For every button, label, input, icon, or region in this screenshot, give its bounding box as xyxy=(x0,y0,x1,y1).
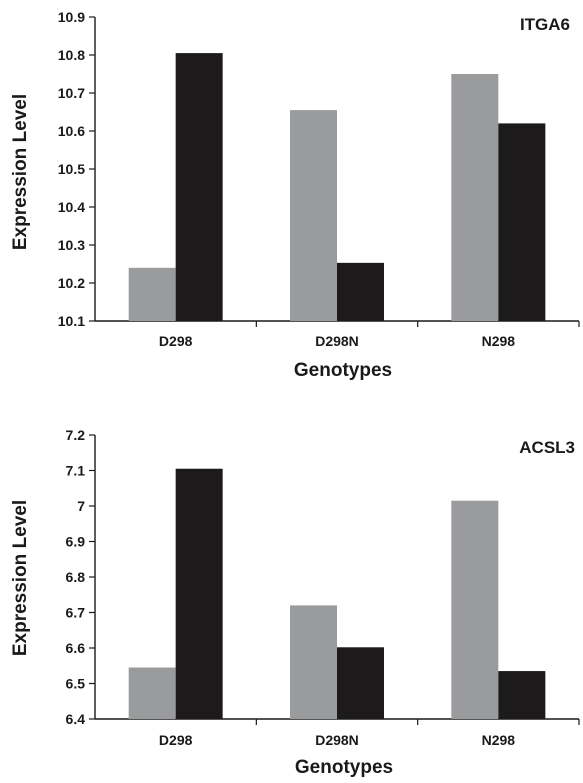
bar-series-a-n298 xyxy=(451,500,499,719)
y-tick-label: 10.1 xyxy=(58,313,85,329)
bar-series-b-n298 xyxy=(498,123,546,322)
x-tick-label: N298 xyxy=(482,333,516,349)
y-tick-label: 10.9 xyxy=(58,9,85,25)
y-axis-title: Expression Level xyxy=(10,94,31,250)
bar-series-b-n298 xyxy=(498,671,546,719)
y-tick-label: 7.2 xyxy=(66,427,86,443)
y-tick-label: 10.4 xyxy=(58,199,85,215)
y-tick-label: 10.3 xyxy=(58,237,85,253)
y-tick-label: 10.7 xyxy=(58,85,85,101)
x-axis-title: Genotypes xyxy=(295,757,393,778)
y-tick-label: 6.7 xyxy=(66,605,86,621)
y-axis-title: Expression Level xyxy=(10,500,31,656)
x-tick-label: D298 xyxy=(159,732,193,748)
chart-title: ACSL3 xyxy=(519,438,575,457)
bar-series-a-n298 xyxy=(451,74,499,321)
y-tick-label: 6.5 xyxy=(66,676,86,692)
chart-title: ITGA6 xyxy=(520,15,570,34)
bar-series-b-d298n xyxy=(337,262,384,321)
y-tick-label: 6.8 xyxy=(66,569,86,585)
y-tick-label: 10.6 xyxy=(58,123,85,139)
acsl3-chart-panel: ACSL3 Expression Level Genotypes 6.4 6.5 6… xyxy=(10,427,580,778)
bar-series-b-d298n xyxy=(337,647,384,719)
y-tick-label: 6.9 xyxy=(66,534,86,550)
bar-series-a-d298n xyxy=(290,110,337,321)
y-tick-label: 7 xyxy=(77,498,85,514)
x-tick-label: D298 xyxy=(159,333,193,349)
y-tick-label: 6.4 xyxy=(66,711,86,727)
x-axis-title: Genotypes xyxy=(294,360,392,381)
bar-series-b-d298 xyxy=(175,468,223,719)
itga6-chart-panel: ITGA6 Expression Level Genotypes 10.1 10.… xyxy=(10,9,580,381)
y-tick-label: 10.2 xyxy=(58,275,85,291)
bar-series-a-d298 xyxy=(128,267,176,321)
y-tick-label: 10.8 xyxy=(58,47,85,63)
x-tick-label: D298N xyxy=(315,333,359,349)
x-tick-label: N298 xyxy=(482,732,516,748)
y-tick-label: 6.6 xyxy=(66,640,86,656)
bar-series-a-d298 xyxy=(128,667,176,719)
x-tick-label: D298N xyxy=(315,732,359,748)
bar-series-b-d298 xyxy=(175,53,223,321)
y-tick-label: 7.1 xyxy=(66,463,86,479)
y-tick-label: 10.5 xyxy=(58,161,85,177)
bar-series-a-d298n xyxy=(290,605,337,719)
